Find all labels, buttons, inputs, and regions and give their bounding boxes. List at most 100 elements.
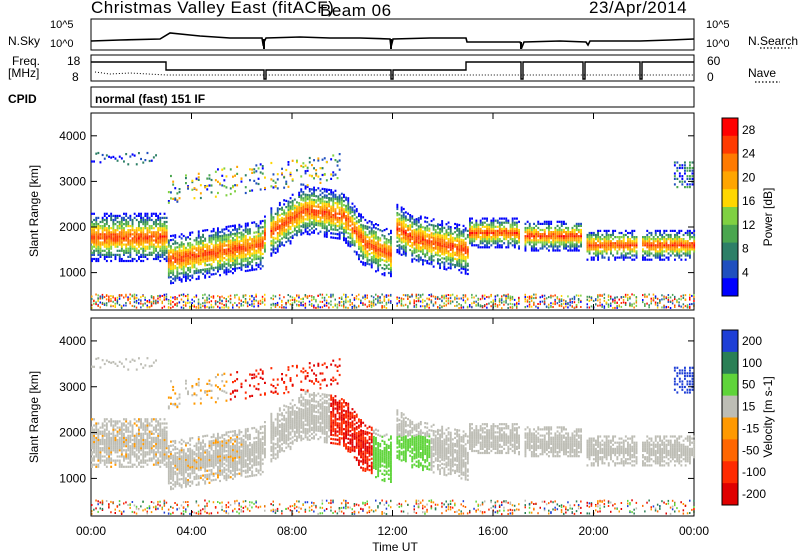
power-cell-2225 bbox=[197, 302, 200, 305]
power-cell-4745 bbox=[321, 200, 324, 203]
power-cell-269 bbox=[103, 243, 106, 246]
power-cell-5267 bbox=[345, 198, 347, 201]
power-cell-3259 bbox=[246, 249, 249, 252]
power-cell-2633 bbox=[219, 255, 221, 258]
power-cell-8073 bbox=[507, 303, 509, 306]
power-cell-1994 bbox=[187, 185, 189, 188]
power-cell-7890 bbox=[494, 219, 497, 222]
power-cell-4619 bbox=[315, 205, 318, 208]
power-cell-4844 bbox=[325, 211, 328, 214]
power-cell-1870 bbox=[182, 271, 185, 274]
power-cell-4238 bbox=[298, 202, 301, 205]
power-cell-1815 bbox=[178, 188, 181, 191]
power-cell-183 bbox=[99, 253, 102, 256]
power-cell-4704 bbox=[319, 197, 322, 200]
power-cell-5314 bbox=[347, 205, 350, 208]
power-cell-1056 bbox=[142, 218, 145, 222]
power-cell-4627 bbox=[315, 189, 318, 192]
power-cell-7018 bbox=[441, 224, 444, 227]
power-cell-7058 bbox=[443, 239, 446, 242]
power-cell-908 bbox=[135, 235, 138, 238]
power-cell-4162 bbox=[293, 298, 296, 301]
power-cell-1401 bbox=[159, 216, 162, 219]
power-cell-2375 bbox=[206, 245, 209, 248]
power-cell-4127 bbox=[291, 302, 294, 305]
power-cell-8481 bbox=[543, 241, 546, 244]
power-cell-5403 bbox=[351, 306, 353, 308]
power-cell-8581 bbox=[550, 220, 553, 223]
power-cell-4256 bbox=[300, 231, 303, 234]
power-cell-1864 bbox=[180, 298, 183, 301]
power-cell-2771 bbox=[225, 262, 228, 265]
power-cell-4547 bbox=[311, 296, 313, 299]
power-cell-1591 bbox=[167, 306, 170, 309]
power-cell-1937 bbox=[185, 251, 187, 254]
power-cell-1521 bbox=[165, 239, 168, 242]
power-cell-2244 bbox=[199, 248, 202, 251]
power-cell-1168 bbox=[148, 241, 151, 244]
power-cell-6772 bbox=[428, 242, 431, 245]
power-cell-8184 bbox=[516, 229, 518, 232]
power-cell-5369 bbox=[351, 237, 354, 240]
power-cell-5802 bbox=[372, 240, 375, 243]
power-cell-2787 bbox=[225, 238, 228, 241]
power-cell-4292 bbox=[300, 164, 303, 168]
power-cell-3801 bbox=[276, 223, 279, 226]
power-cell-9389 bbox=[616, 250, 619, 253]
power-cell-1403 bbox=[159, 212, 162, 215]
power-cell-9391 bbox=[616, 246, 619, 249]
power-cell-8357 bbox=[533, 241, 535, 244]
power-cell-7733 bbox=[484, 231, 486, 235]
power-cell-2328 bbox=[204, 245, 207, 248]
power-cell-6846 bbox=[432, 249, 435, 252]
power-cell-6656 bbox=[422, 240, 424, 243]
power-cell-9136 bbox=[595, 299, 597, 302]
power-cell-2063 bbox=[191, 258, 194, 261]
power-cell-3545 bbox=[259, 222, 262, 225]
power-cell-6338 bbox=[404, 231, 407, 234]
power-cell-1272 bbox=[152, 297, 155, 300]
power-cell-4434 bbox=[306, 193, 309, 197]
power-cell-3739 bbox=[272, 294, 274, 297]
power-cell-3874 bbox=[281, 231, 283, 234]
power-cell-6118 bbox=[390, 246, 392, 249]
power-cell-1303 bbox=[155, 223, 157, 226]
power-cell-9380 bbox=[614, 299, 616, 302]
power-cell-6808 bbox=[430, 248, 433, 251]
power-cell-16 bbox=[91, 237, 93, 240]
power-cell-3115 bbox=[240, 250, 243, 253]
power-cell-2035 bbox=[189, 246, 192, 249]
power-cell-4284 bbox=[300, 196, 303, 199]
power-cell-5308 bbox=[347, 211, 350, 214]
power-cell-5874 bbox=[377, 260, 380, 264]
power-cell-5261 bbox=[345, 208, 347, 212]
power-cell-5552 bbox=[360, 227, 362, 231]
power-cell-5814 bbox=[372, 226, 375, 229]
power-cell-6526 bbox=[415, 228, 418, 231]
power-cell-3083 bbox=[238, 227, 241, 231]
power-cell-1406 bbox=[159, 298, 161, 301]
power-cell-5178 bbox=[340, 200, 343, 204]
power-cell-1876 bbox=[182, 265, 185, 268]
power-cell-5518 bbox=[358, 212, 360, 215]
power-cell-1301 bbox=[155, 225, 157, 228]
power-cell-5999 bbox=[383, 243, 386, 246]
power-cell-6522 bbox=[415, 232, 418, 235]
power-cell-4840 bbox=[325, 215, 328, 218]
power-cell-310 bbox=[105, 245, 108, 248]
power-cell-8284 bbox=[526, 296, 529, 299]
power-cell-7290 bbox=[456, 239, 459, 242]
power-cell-7532 bbox=[469, 227, 471, 230]
power-cell-1470 bbox=[163, 239, 166, 242]
power-cell-2220 bbox=[197, 304, 200, 307]
power-cell-8936 bbox=[575, 294, 578, 297]
power-cell-1044 bbox=[142, 233, 145, 236]
power-cell-4084 bbox=[291, 236, 294, 239]
power-cell-2612 bbox=[217, 168, 219, 171]
power-cell-5452 bbox=[355, 240, 358, 244]
power-cell-8323 bbox=[530, 245, 533, 248]
power-cell-5951 bbox=[381, 254, 384, 257]
power-cell-291 bbox=[103, 214, 106, 217]
power-cell-2568 bbox=[217, 270, 219, 273]
power-cell-5957 bbox=[381, 248, 384, 251]
